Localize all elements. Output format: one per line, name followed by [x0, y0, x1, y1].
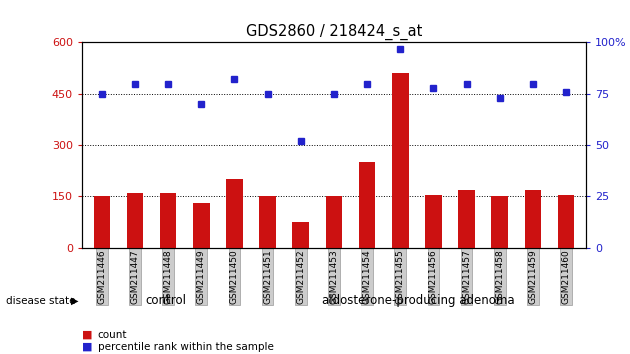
- Text: ■: ■: [82, 330, 93, 339]
- Bar: [226, 179, 243, 248]
- Bar: [392, 73, 408, 248]
- Bar: [160, 193, 176, 248]
- Text: disease state: disease state: [6, 296, 76, 306]
- Bar: [193, 203, 210, 248]
- Bar: [93, 196, 110, 248]
- Text: ■: ■: [82, 342, 93, 352]
- Bar: [558, 195, 575, 248]
- Title: GDS2860 / 218424_s_at: GDS2860 / 218424_s_at: [246, 23, 422, 40]
- Bar: [525, 190, 541, 248]
- Text: ▶: ▶: [71, 296, 79, 306]
- Bar: [425, 195, 442, 248]
- Text: percentile rank within the sample: percentile rank within the sample: [98, 342, 273, 352]
- Bar: [127, 193, 143, 248]
- Text: count: count: [98, 330, 127, 339]
- Bar: [292, 222, 309, 248]
- Bar: [491, 196, 508, 248]
- Text: control: control: [146, 295, 186, 307]
- Bar: [458, 190, 475, 248]
- Bar: [326, 196, 342, 248]
- Bar: [260, 196, 276, 248]
- Text: aldosterone-producing adenoma: aldosterone-producing adenoma: [321, 295, 514, 307]
- Bar: [358, 162, 375, 248]
